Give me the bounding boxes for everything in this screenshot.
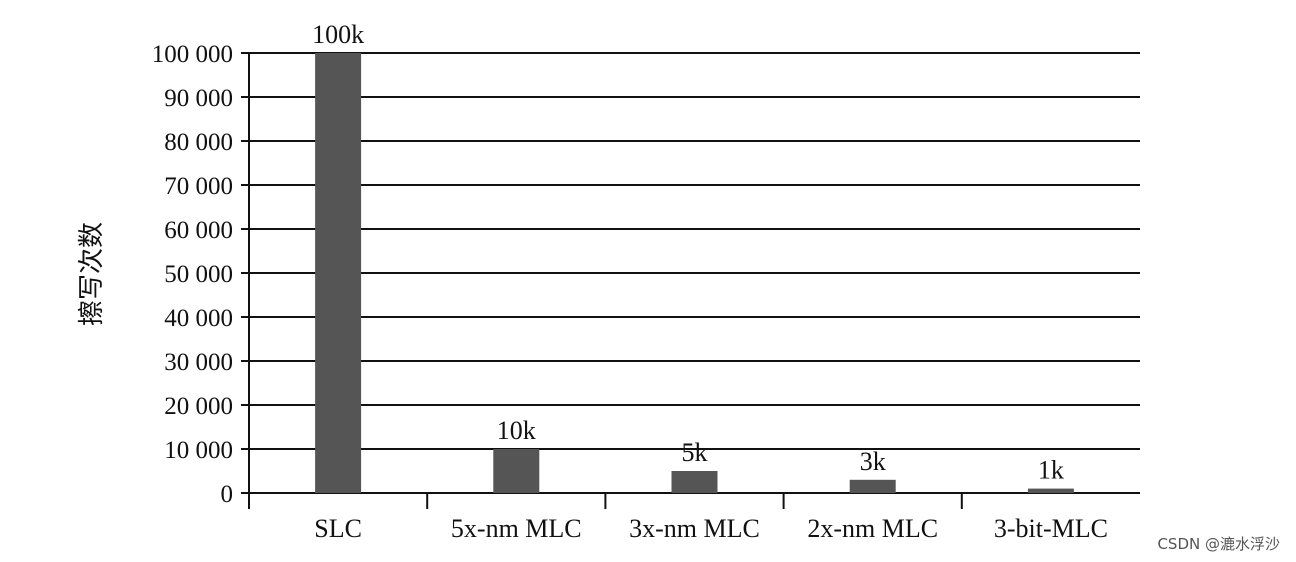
data-label: 3k [860, 447, 886, 476]
bar [671, 471, 718, 493]
labels: 0 10 000 20 000 30 000 40 000 50 000 60 000 70 … [152, 20, 1108, 543]
x-tick-label: 2x-nm MLC [807, 514, 938, 543]
y-tick-label: 70 000 [164, 173, 233, 200]
data-label: 10k [497, 416, 536, 445]
y-tick-label: 90 000 [164, 85, 233, 112]
y-tick-label: 100 000 [152, 41, 233, 68]
y-tick-label: 20 000 [164, 393, 233, 420]
data-label: 1k [1038, 456, 1064, 485]
gridlines [249, 52, 1140, 494]
y-tick-label: 80 000 [164, 129, 233, 156]
bar [849, 479, 896, 493]
data-label: 5k [682, 438, 708, 467]
bar [315, 53, 362, 493]
bars [315, 53, 1074, 493]
x-tick-label: 3x-nm MLC [629, 514, 760, 543]
y-tick-label: 30 000 [164, 349, 233, 376]
bar [493, 449, 540, 493]
axes [241, 52, 963, 509]
y-tick-label: 40 000 [164, 305, 233, 332]
x-tick-label: 3-bit-MLC [994, 514, 1108, 543]
y-tick-label: 0 [221, 481, 234, 508]
x-tick-label: 5x-nm MLC [451, 514, 582, 543]
data-label: 100k [312, 20, 364, 49]
y-tick-label: 60 000 [164, 217, 233, 244]
bar [1027, 488, 1074, 493]
y-axis-label: 擦写次数 [77, 222, 106, 326]
y-tick-label: 50 000 [164, 261, 233, 288]
x-tick-label: SLC [314, 514, 362, 543]
watermark: CSDN @漉水浮沙 [1157, 535, 1280, 553]
y-tick-label: 10 000 [164, 437, 233, 464]
